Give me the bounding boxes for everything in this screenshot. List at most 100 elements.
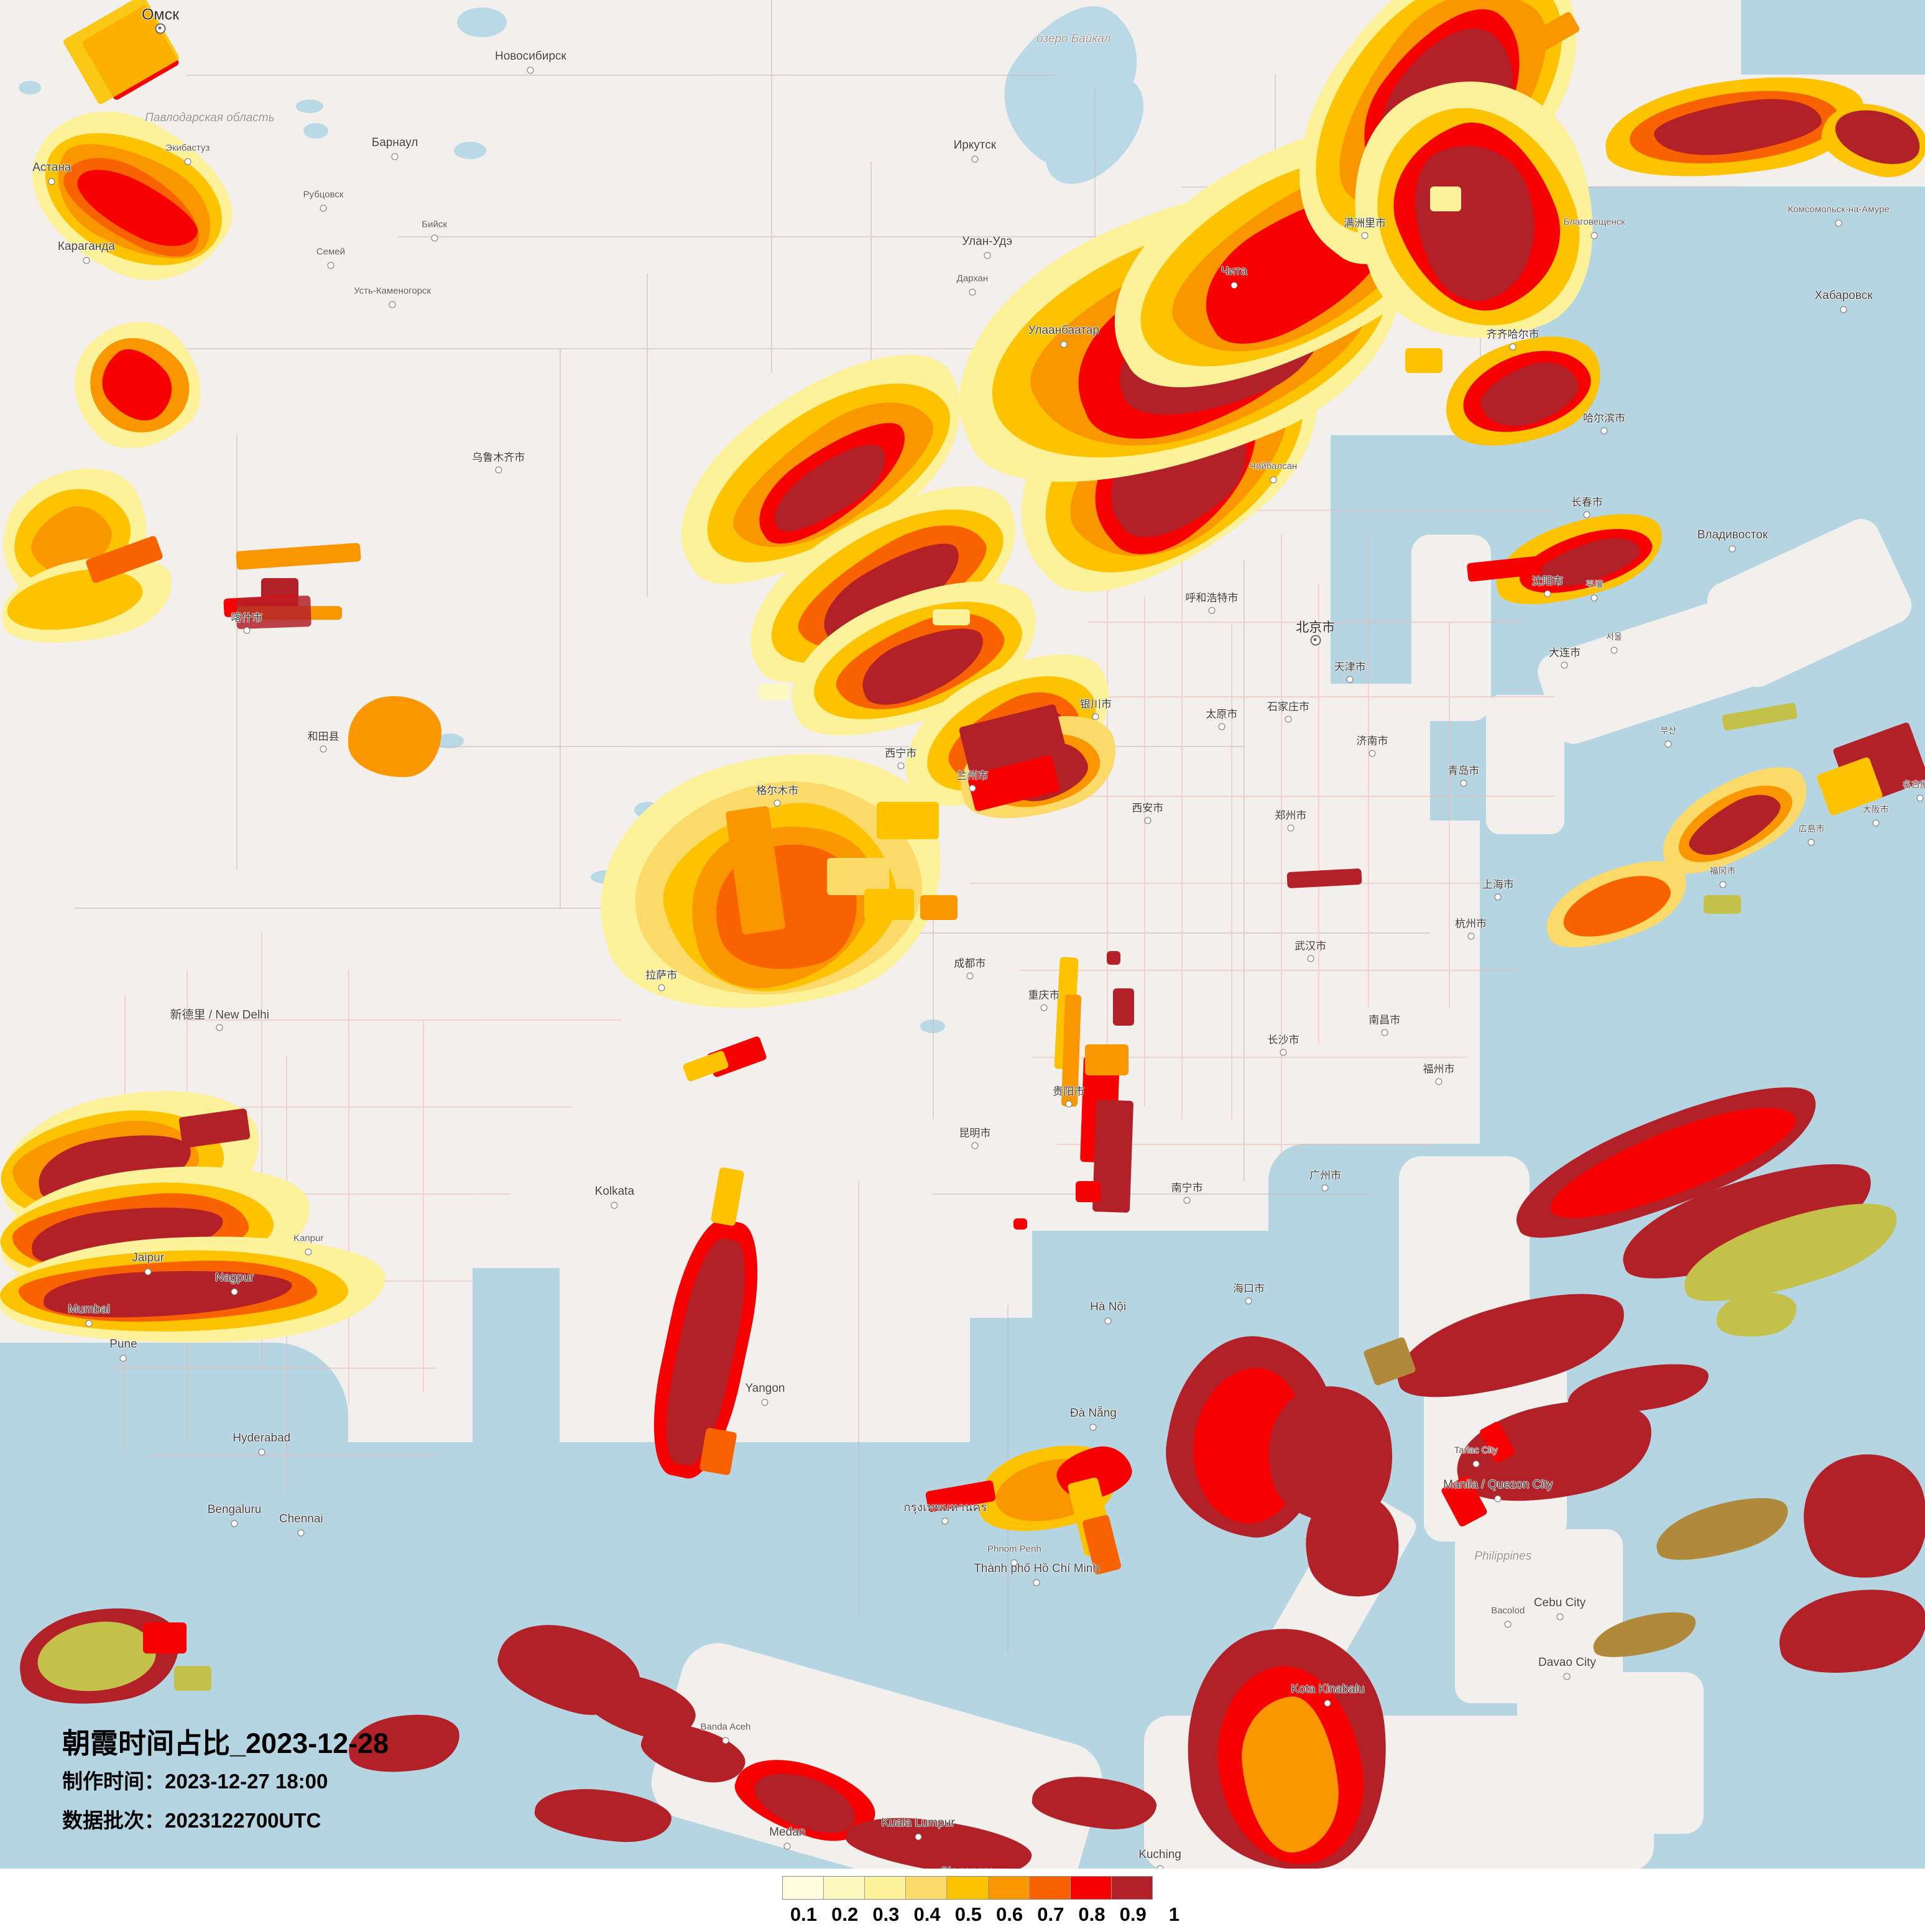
heat-blob [1772, 1579, 1925, 1685]
heat-blob [1788, 1440, 1925, 1594]
map-place-label: 喀什市 [231, 612, 263, 624]
map-place-label: 부산 [1660, 725, 1677, 735]
heat-blob [920, 895, 958, 920]
map-city-dot [971, 1142, 979, 1149]
map-city-dot [1467, 932, 1475, 940]
made-time-line: 制作时间：2023-12-27 18:00 [62, 1770, 328, 1793]
map-place-label: 沈阳市 [1531, 575, 1564, 587]
map-place-label: กรุงเทพมหานคร [903, 1501, 987, 1514]
lake-small-2 [457, 7, 507, 37]
map-place-label: Manila / Quezon City [1443, 1478, 1553, 1491]
map-city-dot [320, 745, 327, 753]
heat-blob [174, 1666, 211, 1691]
map-place-label: Владивосток [1697, 528, 1768, 542]
colorbar-segment [1111, 1877, 1152, 1899]
heat-blob [699, 1427, 737, 1476]
map-place-label: Davao City [1538, 1655, 1596, 1669]
map-place-label: Bacolod [1491, 1605, 1525, 1616]
heat-blob [1405, 348, 1443, 373]
map-city-dot [1494, 893, 1502, 901]
map-city-dot [119, 1355, 127, 1362]
colorbar-tick: 0.5 [954, 1903, 982, 1925]
data-batch-line: 数据批次：2023122700UTC [62, 1809, 321, 1832]
map-place-label: 重庆市 [1028, 989, 1060, 1001]
heat-blob [532, 1783, 674, 1847]
map-city-dot [1435, 1078, 1443, 1085]
map-city-dot [969, 784, 976, 792]
map-place-label: 长沙市 [1267, 1034, 1299, 1046]
heat-blob [1030, 1771, 1159, 1834]
map-city-dot [243, 627, 251, 634]
map-place-label: 满洲里市 [1343, 217, 1386, 229]
heat-blob [348, 696, 441, 777]
map-place-label: Усть-Каменогорск [354, 285, 432, 297]
map-place-label: 银川市 [1079, 698, 1112, 711]
map-place-label: Philippines [1474, 1550, 1532, 1563]
map-city-dot [1089, 1424, 1097, 1431]
map-place-label: Hà Nội [1090, 1300, 1127, 1314]
map-city-dot [1369, 750, 1376, 757]
map-place-label: Бийск [422, 219, 447, 230]
heat-blob [710, 1167, 745, 1226]
map-city-dot [216, 1024, 223, 1031]
map-city-dot [48, 178, 55, 185]
map-place-label: 新德里 / New Delhi [170, 1008, 269, 1022]
map-place-label: 石家庄市 [1267, 701, 1309, 713]
map-city-dot [495, 466, 502, 474]
map-place-label: Đà Nẵng [1069, 1406, 1117, 1420]
map-city-dot [258, 1448, 265, 1456]
heat-blob [877, 802, 939, 839]
colorbar-segment [947, 1877, 989, 1899]
map-place-label: Иркутск [953, 139, 997, 152]
data-overlay-heatmap [0, 0, 1925, 1869]
map-title: 朝霞时间占比_2023-12-28 [62, 1727, 389, 1759]
colorbar[interactable] [782, 1876, 1153, 1900]
map-city-dot [1310, 635, 1321, 646]
map-city-dot [1287, 824, 1295, 832]
map-place-label: Mumbai [68, 1303, 110, 1317]
heat-blob [1286, 868, 1362, 889]
heat-blob [1650, 1486, 1795, 1572]
map-place-label: 広島市 [1798, 824, 1825, 834]
heat-blob [1076, 1181, 1101, 1202]
map-city-dot [1556, 1613, 1564, 1621]
colorbar-tick: 0.2 [831, 1903, 859, 1925]
map-city-dot [1472, 1460, 1480, 1468]
map-city-dot [1346, 676, 1354, 683]
map-place-label: 青岛市 [1447, 765, 1480, 777]
heat-blob [1589, 1604, 1701, 1666]
heat-blob [1013, 1218, 1027, 1230]
map-place-label: 西宁市 [885, 747, 917, 760]
lake-small-6 [454, 142, 486, 159]
heat-blob [681, 1049, 730, 1083]
colorbar-segment [865, 1877, 907, 1899]
map-place-label: 福冈市 [1709, 865, 1736, 876]
map-city-dot [1916, 794, 1924, 802]
colorbar-segment [906, 1877, 948, 1899]
map-place-label: Улаанбаатар [1028, 323, 1099, 337]
map-city-dot [297, 1529, 305, 1537]
map-city-dot [1610, 646, 1618, 654]
map-city-dot [1065, 1100, 1073, 1108]
colorbar-tick: 0.3 [872, 1903, 900, 1925]
map-city-dot [658, 984, 665, 991]
map-place-label: 济南市 [1356, 735, 1388, 747]
map-canvas[interactable]: Омск Новосибирск Барнаул Бийск Рубцовск Семей… [0, 0, 1925, 1869]
map-city-dot [897, 762, 905, 770]
map-city-dot [1583, 511, 1590, 518]
map-city-dot [305, 1248, 312, 1256]
colorbar-legend: 0.1 0.2 0.3 0.4 0.5 0.6 0.7 0.8 0.9 1 [782, 1876, 1179, 1931]
heat-blob [864, 889, 914, 920]
colorbar-tick-labels: 0.1 0.2 0.3 0.4 0.5 0.6 0.7 0.8 0.9 1 [782, 1903, 1179, 1931]
map-place-label: 大阪市 [1862, 804, 1889, 814]
map-place-label: 福州市 [1423, 1063, 1455, 1075]
map-city-dot [391, 153, 399, 160]
map-city-dot [1361, 232, 1369, 239]
map-place-label: 天津市 [1334, 661, 1366, 673]
map-city-dot [1218, 723, 1226, 730]
map-city-dot [966, 972, 974, 980]
colorbar-segment [824, 1877, 866, 1899]
map-city-dot [1872, 819, 1880, 827]
map-place-label: Семей [316, 246, 345, 257]
map-place-label: 呼和浩特市 [1185, 592, 1239, 604]
